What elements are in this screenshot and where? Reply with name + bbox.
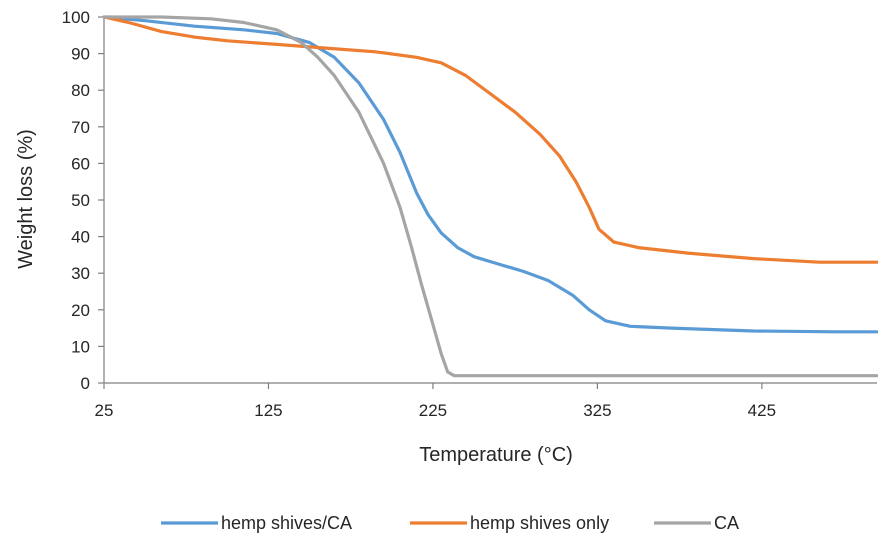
y-axis-title: Weight loss (%)	[15, 129, 37, 269]
y-tick-label: 20	[71, 301, 90, 320]
y-tick-labels: 0 10 20 30 40 50 60 70 80 90 100	[62, 8, 90, 393]
y-tick-label: 10	[71, 337, 90, 356]
legend: hemp shives/CA hemp shives only CA	[161, 513, 739, 533]
series-line-1	[102, 15, 878, 334]
y-tick-label: 80	[71, 81, 90, 100]
y-tick-label: 100	[62, 8, 90, 27]
x-tick-label: 225	[419, 401, 447, 420]
y-tick-label: 90	[71, 45, 90, 64]
y-tick-label: 30	[71, 264, 90, 283]
y-tick-label: 40	[71, 228, 90, 247]
series-lines	[102, 15, 878, 378]
axes	[98, 16, 877, 389]
legend-label-2: hemp shives only	[470, 513, 609, 533]
legend-label-1: hemp shives/CA	[221, 513, 352, 533]
series-line-2	[102, 15, 878, 264]
x-tick-label: 325	[583, 401, 611, 420]
y-tick-label: 50	[71, 191, 90, 210]
x-tick-label: 425	[748, 401, 776, 420]
series-line-3	[102, 15, 878, 378]
x-tick-label: 25	[95, 401, 114, 420]
x-axis-title: Temperature (°C)	[419, 444, 573, 466]
y-tick-label: 0	[81, 374, 90, 393]
y-tick-label: 70	[71, 118, 90, 137]
x-tick-labels: 25 125 225 325 425	[95, 401, 777, 420]
legend-label-3: CA	[714, 513, 739, 533]
x-tick-label: 125	[254, 401, 282, 420]
y-tick-label: 60	[71, 154, 90, 173]
